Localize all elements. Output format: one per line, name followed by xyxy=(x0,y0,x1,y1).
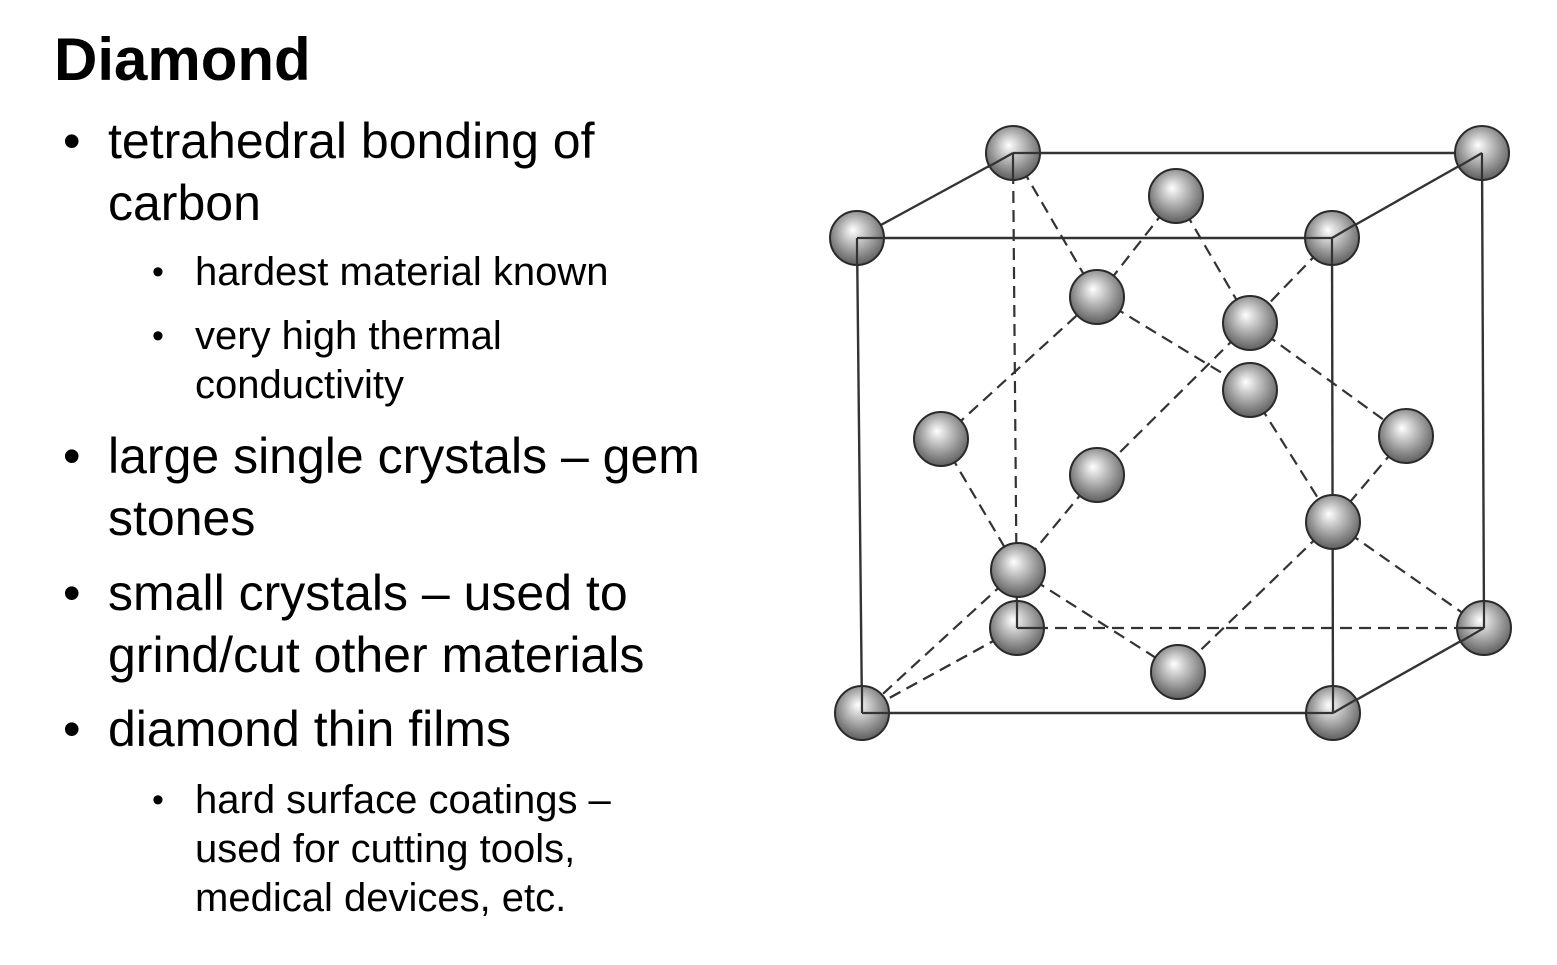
sub-bullet-marker: • xyxy=(152,781,164,819)
diamond-unit-cell-diagram xyxy=(829,125,1512,741)
cube-edge xyxy=(1331,151,1483,240)
carbon-atom xyxy=(1069,269,1125,325)
bond-line xyxy=(1249,322,1407,437)
bullet-marker: • xyxy=(63,701,81,757)
bullet-item: • diamond thin films xyxy=(63,698,511,760)
sub-bullet-item: • hardest material known xyxy=(152,248,609,297)
carbon-atom xyxy=(1148,168,1204,224)
diamond-unit-cell-figure xyxy=(815,110,1535,760)
bullet-text-line: diamond thin films xyxy=(108,701,511,757)
bullet-item: • tetrahedral bonding of carbon xyxy=(63,110,595,234)
bond-line xyxy=(940,296,1098,440)
cube-edge-overlay xyxy=(1457,152,1483,168)
carbon-atom xyxy=(913,411,969,467)
bullet-text-line: carbon xyxy=(108,175,261,231)
bullet-text-line: tetrahedral bonding of xyxy=(108,113,595,169)
carbon-atom xyxy=(990,542,1046,598)
bond-line xyxy=(1017,569,1179,673)
carbon-atom xyxy=(1378,408,1434,464)
bullet-list: • tetrahedral bonding of carbon • hardes… xyxy=(63,110,700,923)
cube-edge xyxy=(1480,152,1486,629)
bullet-text-line: small crystals – used to xyxy=(108,565,628,621)
sub-bullet-text-line: hard surface coatings – xyxy=(195,778,611,822)
cube-edge-overlay xyxy=(1331,223,1357,239)
bullet-marker: • xyxy=(63,428,81,484)
visible-cube-edges xyxy=(855,151,1486,715)
bullet-item: • large single crystals – gem stones xyxy=(63,425,700,549)
cube-edge xyxy=(856,151,1014,240)
bond-line xyxy=(1096,322,1251,476)
bond-line xyxy=(1177,521,1334,673)
cube-edge xyxy=(855,237,864,714)
sub-bullet-marker: • xyxy=(152,253,164,291)
carbon-atom xyxy=(1222,295,1278,351)
bond-line xyxy=(1096,296,1251,391)
carbon-atom xyxy=(1222,362,1278,418)
bond-line xyxy=(861,627,1018,714)
sub-bullet-text-line: medical devices, etc. xyxy=(195,876,567,920)
bond-line xyxy=(1332,521,1485,629)
cube-edge-overlay xyxy=(1459,627,1485,643)
carbon-atom xyxy=(1150,644,1206,700)
sub-bullet-text-line: used for cutting tools, xyxy=(195,827,576,871)
bullet-item: • small crystals – used to grind/cut oth… xyxy=(63,562,645,686)
sub-bullet-text-line: conductivity xyxy=(195,363,404,407)
bullet-text-line: stones xyxy=(108,490,256,546)
hidden-edge xyxy=(1011,152,1019,629)
front-edge-overlay xyxy=(855,151,1486,715)
cube-edge xyxy=(1330,237,1335,714)
cube-edge-overlay xyxy=(987,152,1014,168)
bullet-text-line: grind/cut other materials xyxy=(108,627,645,683)
carbon-atom xyxy=(1305,494,1361,550)
bond-line xyxy=(861,569,1019,714)
bullet-text-line: large single crystals – gem xyxy=(108,428,700,484)
cube-edge-overlay xyxy=(1332,698,1358,714)
bullet-marker: • xyxy=(63,565,81,621)
sub-bullet-marker: • xyxy=(152,317,164,355)
sub-bullet-item: • hard surface coatings – used for cutti… xyxy=(152,776,611,923)
sub-bullet-item: • very high thermal conductivity xyxy=(152,312,502,410)
cube-edge xyxy=(1332,626,1485,715)
carbon-atom xyxy=(1069,447,1125,503)
bullet-marker: • xyxy=(63,113,81,169)
sub-bullet-text-line: very high thermal xyxy=(195,314,502,358)
page-title: Diamond xyxy=(54,26,311,93)
sub-bullet-text-line: hardest material known xyxy=(195,250,609,294)
